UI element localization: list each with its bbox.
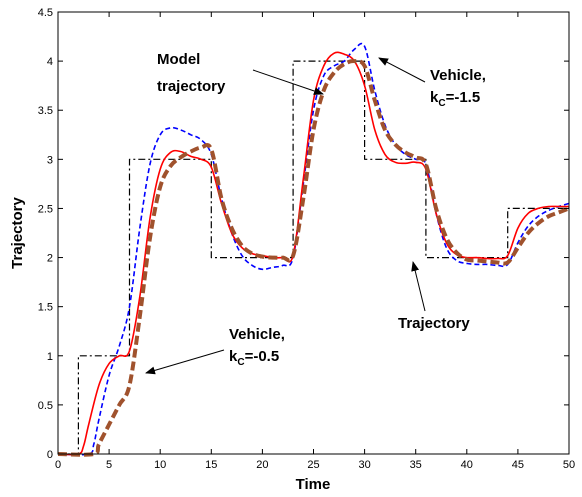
y-tick-label: 4.5 — [38, 7, 53, 19]
annotation-vehicle05-sub: C — [237, 357, 244, 368]
y-tick-label: 3.5 — [38, 105, 53, 117]
x-tick-label: 45 — [512, 459, 524, 471]
annotation-vehicle05-value: =-0.5 — [245, 348, 280, 365]
series-line-trajectory — [58, 60, 569, 455]
series-line-vehicle-kc-1-5 — [57, 42, 570, 456]
y-axis-label: Trajectory — [9, 196, 26, 268]
series-line-vehicle-kc-0-5 — [57, 59, 570, 457]
annotation-model-arrow — [252, 69, 324, 95]
x-tick-label: 35 — [410, 459, 422, 471]
x-tick-label: 10 — [154, 459, 166, 471]
annotation-trajectory-text: Trajectory — [398, 315, 470, 332]
x-tick-label: 30 — [358, 459, 370, 471]
annotation-vehicle05-line1: Vehicle, — [229, 326, 285, 343]
series-layer — [57, 42, 570, 457]
annotation-vehicle-kc-15: Vehicle, kC=-1.5 — [378, 57, 486, 109]
ticks-layer: 0 5 10 15 20 25 30 35 40 45 50 0 0.5 1 1.5 2 2.5 3 3.5 4 4.5 — [38, 7, 575, 471]
annotation-vehicle15-line2: kC=-1.5 — [430, 89, 480, 109]
x-tick-label: 25 — [307, 459, 319, 471]
plot-area — [58, 12, 569, 454]
y-tick-label: 2 — [47, 253, 53, 265]
annotation-trajectory: Trajectory — [398, 261, 470, 332]
x-tick-label: 20 — [256, 459, 268, 471]
annotation-vehicle15-value: =-1.5 — [446, 89, 481, 106]
y-tick-label: 2.5 — [38, 203, 53, 215]
x-axis-label: Time — [296, 476, 331, 493]
y-tick-label: 1 — [47, 351, 53, 363]
y-tick-label: 1.5 — [38, 302, 53, 314]
y-tick-label: 0.5 — [38, 400, 53, 412]
annotation-vehicle05-arrow — [145, 349, 225, 375]
annotation-model-line2: trajectory — [157, 78, 226, 95]
annotation-vehicle15-line1: Vehicle, — [430, 67, 486, 84]
annotation-model-trajectory: Model trajectory — [157, 51, 324, 95]
annotation-vehicle-kc-05: Vehicle, kC=-0.5 — [145, 326, 285, 375]
y-tick-label: 3 — [47, 154, 53, 166]
x-tick-label: 50 — [563, 459, 575, 471]
y-tick-label: 0 — [47, 449, 53, 461]
annotation-vehicle05-k: k — [229, 348, 238, 365]
x-tick-label: 40 — [461, 459, 473, 471]
annotation-model-line1: Model — [157, 51, 200, 68]
x-tick-label: 5 — [106, 459, 112, 471]
y-tick-label: 4 — [47, 56, 53, 68]
annotation-vehicle15-arrow — [378, 57, 426, 83]
annotation-vehicle15-k: k — [430, 89, 439, 106]
annotation-trajectory-arrow — [411, 261, 426, 312]
annotation-vehicle05-line2: kC=-0.5 — [229, 348, 279, 368]
annotation-vehicle15-sub: C — [438, 98, 445, 109]
series-line-model-trajectory — [57, 51, 569, 456]
x-tick-label: 0 — [55, 459, 61, 471]
x-tick-label: 15 — [205, 459, 217, 471]
